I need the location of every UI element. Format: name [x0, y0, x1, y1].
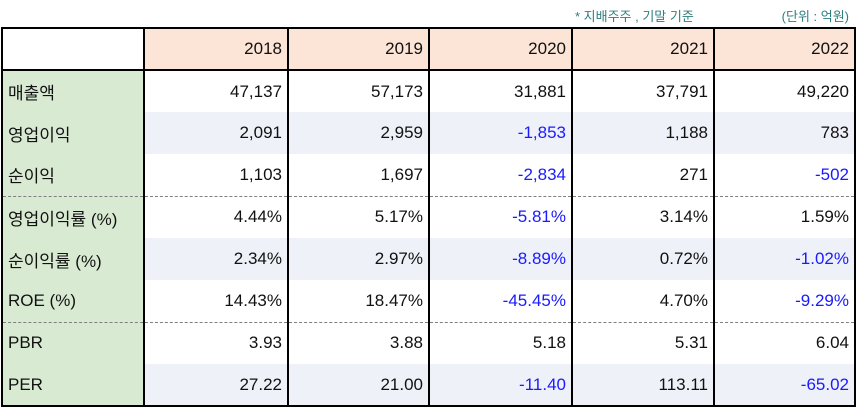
row-label: 영업이익 [1, 112, 145, 154]
table-cell: 18.47% [287, 280, 430, 322]
row-label: ROE (%) [1, 280, 145, 322]
table-cell: 6.04 [713, 321, 856, 364]
table-row-operating-margin: 영업이익률 (%) 4.44% 5.17% -5.81% 3.14% 1.59% [1, 195, 856, 238]
row-label: 순이익 [1, 154, 145, 196]
table-cell: -45.45% [428, 280, 573, 322]
table-notes: * 지배주주 , 기말 기준 (단위 : 억원) [0, 6, 856, 26]
table-cell: 271 [571, 154, 715, 196]
row-label: PER [1, 364, 145, 407]
table-cell: 4.70% [571, 280, 715, 322]
table-row-roe: ROE (%) 14.43% 18.47% -45.45% 4.70% -9.2… [1, 280, 856, 322]
table-row-net-income: 순이익 1,103 1,697 -2,834 271 -502 [1, 154, 856, 196]
table-cell: 37,791 [571, 70, 715, 112]
year-header-row: 2018 2019 2020 2021 2022 [1, 27, 856, 71]
table-cell: 3.88 [287, 321, 430, 364]
table-cell: -8.89% [428, 238, 573, 280]
table-cell: -65.02 [713, 364, 856, 407]
table-cell: 783 [713, 112, 856, 154]
year-header-2020: 2020 [428, 27, 573, 71]
table-cell: 21.00 [287, 364, 430, 407]
table-cell: 3.14% [571, 195, 715, 238]
table-cell: 2,959 [287, 112, 430, 154]
corner-cell [1, 27, 145, 71]
table-cell: -1,853 [428, 112, 573, 154]
row-label: 순이익률 (%) [1, 238, 145, 280]
table-cell: 0.72% [571, 238, 715, 280]
table-cell: 57,173 [287, 70, 430, 112]
financial-summary-table: 2018 2019 2020 2021 2022 매출액 47,137 57,1… [1, 27, 856, 407]
table-cell: 4.44% [143, 195, 289, 238]
table-cell: 1.59% [713, 195, 856, 238]
table-cell: -11.40 [428, 364, 573, 407]
table-cell: 49,220 [713, 70, 856, 112]
table-cell: 1,103 [143, 154, 289, 196]
row-label: 영업이익률 (%) [1, 195, 145, 238]
owner-basis-note: * 지배주주 , 기말 기준 [575, 9, 694, 24]
table-cell: -5.81% [428, 195, 573, 238]
year-header-2022: 2022 [713, 27, 856, 71]
table-row-operating-profit: 영업이익 2,091 2,959 -1,853 1,188 783 [1, 112, 856, 154]
table-cell: 2.34% [143, 238, 289, 280]
table-row-net-margin: 순이익률 (%) 2.34% 2.97% -8.89% 0.72% -1.02% [1, 238, 856, 280]
table-cell: 2,091 [143, 112, 289, 154]
year-header-2021: 2021 [571, 27, 715, 71]
table-cell: -2,834 [428, 154, 573, 196]
table-cell: 27.22 [143, 364, 289, 407]
table-cell: 14.43% [143, 280, 289, 322]
year-header-2018: 2018 [143, 27, 289, 71]
table-cell: 47,137 [143, 70, 289, 112]
table-cell: -1.02% [713, 238, 856, 280]
table-row-revenue: 매출액 47,137 57,173 31,881 37,791 49,220 [1, 70, 856, 112]
row-label: 매출액 [1, 70, 145, 112]
table-cell: 113.11 [571, 364, 715, 407]
table-cell: 1,188 [571, 112, 715, 154]
year-header-2019: 2019 [287, 27, 430, 71]
table-row-pbr: PBR 3.93 3.88 5.18 5.31 6.04 [1, 321, 856, 364]
table-cell: 3.93 [143, 321, 289, 364]
table-cell: 5.17% [287, 195, 430, 238]
table-row-per: PER 27.22 21.00 -11.40 113.11 -65.02 [1, 364, 856, 407]
unit-note: (단위 : 억원) [781, 9, 849, 24]
table-cell: -502 [713, 154, 856, 196]
table-cell: 5.18 [428, 321, 573, 364]
table-cell: -9.29% [713, 280, 856, 322]
row-label: PBR [1, 321, 145, 364]
table-cell: 2.97% [287, 238, 430, 280]
table-cell: 31,881 [428, 70, 573, 112]
table-cell: 1,697 [287, 154, 430, 196]
table-cell: 5.31 [571, 321, 715, 364]
